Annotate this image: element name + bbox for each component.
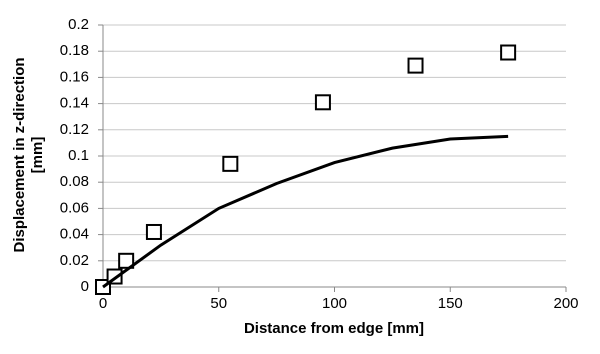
y-tick-label: 0.14	[60, 95, 89, 112]
x-tick-label: 150	[438, 295, 463, 312]
x-tick-label: 200	[553, 295, 578, 312]
y-tick-label: 0.02	[60, 252, 89, 269]
curve	[102, 134, 509, 289]
marker	[314, 94, 331, 111]
y-tick-label: 0.04	[60, 226, 89, 243]
marker	[145, 223, 162, 240]
y-tick-label: 0.06	[60, 199, 89, 216]
y-tick-label: 0.08	[60, 173, 89, 190]
marker	[222, 155, 239, 172]
x-tick-label: 100	[322, 295, 347, 312]
y-tick-label: 0.18	[60, 42, 89, 59]
y-tick-label: 0.1	[68, 147, 89, 164]
marker	[500, 44, 517, 61]
marker	[407, 57, 424, 74]
y-axis-title: [mm]	[29, 137, 46, 174]
y-tick-label: 0	[81, 278, 89, 295]
x-tick-label: 50	[210, 295, 227, 312]
y-axis-title: Displacement in z-direction	[11, 57, 28, 252]
y-tick-label: 0.16	[60, 68, 89, 85]
marker	[118, 252, 135, 269]
x-axis-title: Distance from edge [mm]	[244, 320, 424, 337]
y-tick-label: 0.2	[68, 16, 89, 33]
x-tick-label: 0	[99, 295, 107, 312]
y-tick-label: 0.12	[60, 121, 89, 138]
